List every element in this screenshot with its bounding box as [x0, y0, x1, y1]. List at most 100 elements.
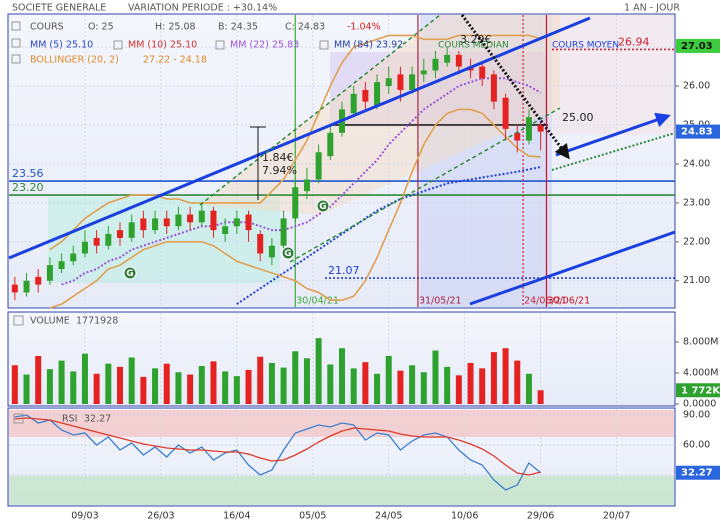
price-marker-label: 27.03 [681, 41, 713, 52]
channel-line [551, 132, 676, 171]
legend-value: 25.10 [170, 40, 197, 51]
volume-bar [257, 356, 264, 404]
date-label: 30/06/21 [547, 296, 590, 307]
candle-body [409, 74, 416, 90]
oversold-zone [9, 476, 674, 505]
volume-bar [514, 360, 521, 404]
volume-bar [46, 369, 53, 404]
volume-bar [175, 372, 182, 404]
y-tick-label: 0.0000 [683, 399, 716, 410]
y-tick-label: 23.00 [683, 197, 710, 208]
volume-bar [245, 369, 252, 404]
volume-title: VOLUME [30, 316, 70, 327]
volume-bar [397, 370, 404, 404]
overlay-line [236, 166, 541, 305]
level-label: 26.94 [618, 35, 650, 48]
channel-zone [200, 15, 560, 215]
volume-bar [362, 362, 369, 404]
icon[interactable] [319, 40, 329, 50]
candle-body [81, 241, 88, 254]
candle-body [23, 280, 30, 293]
y-tick-label: 21.00 [683, 275, 710, 286]
volume-bar [490, 352, 497, 404]
candle-body [455, 54, 462, 67]
volume-marker-label: 1 772K [681, 385, 721, 396]
zone [330, 52, 548, 127]
icon[interactable] [13, 315, 24, 326]
volume-bar [315, 338, 322, 404]
candle-body [514, 132, 521, 141]
quote-item: H: 25.08 [155, 22, 196, 33]
y-tick-label: 4.000M [683, 368, 718, 379]
quote-change: -1.04% [347, 22, 381, 33]
x-tick-label: 09/03 [71, 511, 98, 522]
volume-marker [676, 383, 720, 398]
annotation: 1.84€ [262, 151, 294, 164]
candle-body [198, 210, 205, 223]
volume-bar [222, 371, 229, 404]
candle-body [105, 234, 112, 246]
candle-body [374, 82, 381, 106]
volume-bar [163, 363, 170, 404]
volume-bar [233, 376, 240, 404]
quote-item: O: 25 [88, 22, 114, 33]
candle-body [93, 237, 100, 246]
icon[interactable] [13, 413, 24, 424]
legend-name: BOLLINGER (20, 2) [30, 55, 119, 66]
icon[interactable] [215, 40, 225, 50]
candle-body [222, 226, 229, 235]
trend-line [469, 230, 676, 306]
quote-item: C: 24.83 [285, 22, 325, 33]
candle-body [117, 230, 123, 238]
x-tick-label: 26/03 [147, 511, 174, 522]
rsi-line [14, 417, 541, 476]
annotation: 7.94% [262, 164, 297, 177]
volume-bar [537, 390, 544, 404]
icon[interactable] [113, 40, 123, 50]
volume-last: 1771928 [76, 316, 118, 327]
candle-body [420, 70, 427, 75]
period[interactable]: 1 AN - JOUR [624, 3, 680, 14]
volume-bar [93, 373, 100, 404]
icon[interactable] [11, 38, 21, 48]
candle-body [70, 253, 77, 262]
zone [552, 15, 674, 135]
rsi-marker-label: 32.27 [681, 468, 713, 479]
candle-body [537, 124, 544, 132]
overlay-line [49, 108, 541, 309]
icon[interactable] [11, 54, 21, 64]
title: SOCIETE GENERALE [12, 3, 106, 14]
x-tick-label: 16/04 [223, 511, 250, 522]
candle-body [385, 78, 392, 87]
volume-bar [152, 368, 159, 404]
x-tick-label: 24/05 [375, 511, 402, 522]
volume-bar [420, 372, 427, 404]
legend-value: 27.22 - 24.18 [143, 55, 207, 66]
volume-bar [268, 362, 275, 404]
level-label: 25.00 [562, 111, 594, 124]
candle-body [432, 58, 439, 71]
volume-bar [280, 367, 287, 404]
signal [281, 246, 295, 260]
candle-body [315, 152, 322, 180]
volume-bar [23, 374, 30, 404]
candle-body [327, 132, 334, 157]
y-tick-label: 8.000M [683, 337, 718, 348]
level-label: 21.07 [328, 264, 360, 277]
icon[interactable] [11, 21, 21, 31]
volume-bar [479, 368, 486, 404]
volume-bar [117, 366, 123, 404]
volume-bar [339, 348, 345, 404]
candle-body [187, 214, 194, 223]
rsi-marker [676, 465, 720, 480]
volume-bar [385, 355, 392, 404]
annotation: 3.29€ [460, 33, 492, 46]
legend-name: MM (84) [334, 40, 373, 51]
annotation: COURS MEDIAN [438, 41, 509, 51]
signal [123, 266, 137, 280]
volume-bar [198, 366, 205, 404]
y-tick-label: 90.00 [683, 410, 710, 421]
x-tick-label: 05/05 [299, 511, 326, 522]
legend-value: 23.92 [376, 40, 403, 51]
